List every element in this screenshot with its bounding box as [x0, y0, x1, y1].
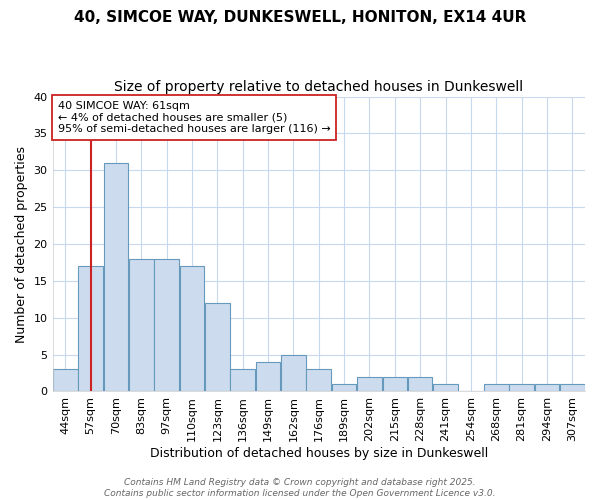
Bar — [129, 259, 154, 392]
Bar — [535, 384, 559, 392]
Text: 40 SIMCOE WAY: 61sqm
← 4% of detached houses are smaller (5)
95% of semi-detache: 40 SIMCOE WAY: 61sqm ← 4% of detached ho… — [58, 101, 331, 134]
Bar — [230, 370, 255, 392]
X-axis label: Distribution of detached houses by size in Dunkeswell: Distribution of detached houses by size … — [149, 447, 488, 460]
Y-axis label: Number of detached properties: Number of detached properties — [15, 146, 28, 342]
Bar — [383, 376, 407, 392]
Text: Contains HM Land Registry data © Crown copyright and database right 2025.
Contai: Contains HM Land Registry data © Crown c… — [104, 478, 496, 498]
Bar — [307, 370, 331, 392]
Bar — [408, 376, 433, 392]
Bar — [205, 303, 230, 392]
Bar — [433, 384, 458, 392]
Bar — [357, 376, 382, 392]
Bar — [484, 384, 509, 392]
Bar — [53, 370, 77, 392]
Text: 40, SIMCOE WAY, DUNKESWELL, HONITON, EX14 4UR: 40, SIMCOE WAY, DUNKESWELL, HONITON, EX1… — [74, 10, 526, 25]
Bar — [154, 259, 179, 392]
Bar — [104, 163, 128, 392]
Bar — [281, 354, 306, 392]
Bar — [78, 266, 103, 392]
Title: Size of property relative to detached houses in Dunkeswell: Size of property relative to detached ho… — [114, 80, 523, 94]
Bar — [179, 266, 204, 392]
Bar — [256, 362, 280, 392]
Bar — [332, 384, 356, 392]
Bar — [560, 384, 584, 392]
Bar — [509, 384, 534, 392]
